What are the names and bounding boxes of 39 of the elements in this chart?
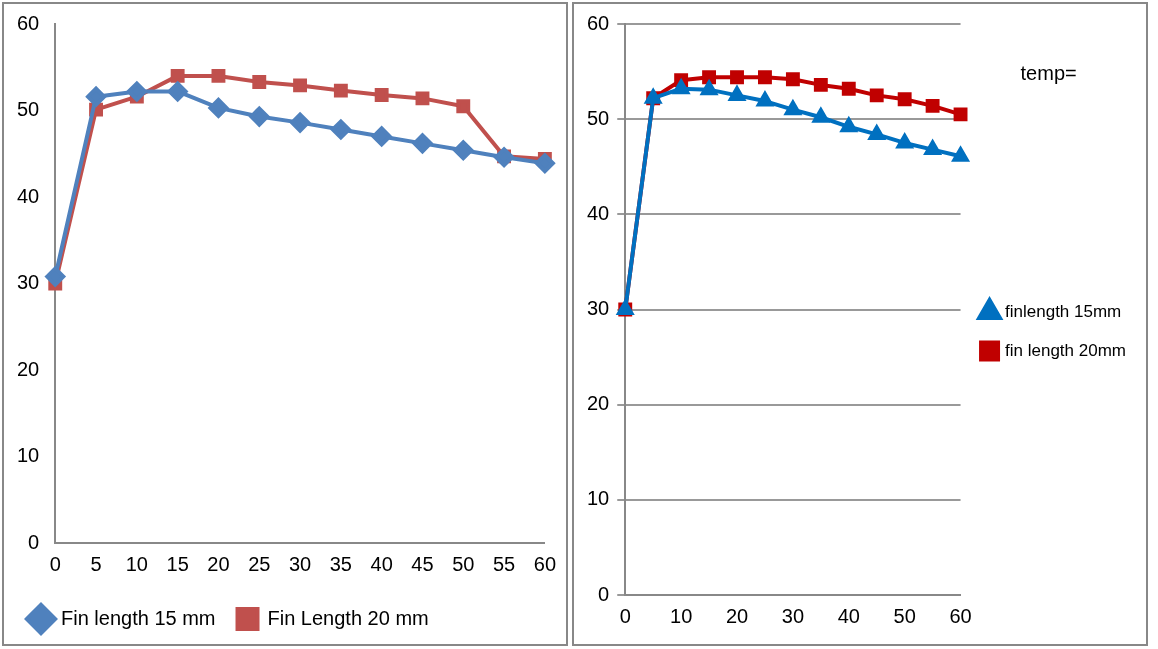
x-tick-label: 5 (90, 552, 102, 575)
y-tick-label: 0 (598, 582, 610, 605)
x-tick-label: 10 (670, 604, 693, 627)
x-tick-label: 45 (411, 552, 434, 575)
x-tick-label: 55 (492, 552, 516, 575)
text: temp= (1020, 61, 1077, 84)
x-tick-label: 30 (288, 552, 312, 575)
legend-label: Fin length 15 mm (61, 606, 216, 629)
y-tick-label: 10 (17, 444, 40, 467)
x-tick-label: 25 (248, 552, 271, 575)
x-tick-label: 40 (370, 552, 393, 575)
y-tick-label: 20 (17, 357, 40, 380)
legend-label: fin length 20mm (1005, 340, 1126, 360)
x-tick-label: 15 (166, 552, 189, 575)
legend-label: finlength 15mm (1005, 301, 1122, 321)
x-tick-label: 10 (125, 552, 148, 575)
x-tick-label: 20 (207, 552, 230, 575)
y-tick-label: 30 (17, 271, 40, 294)
x-tick-label: 30 (781, 604, 805, 627)
y-tick-label: 50 (17, 98, 40, 121)
x-tick-label: 35 (329, 552, 352, 575)
y-tick-label: 30 (587, 297, 610, 320)
x-tick-label: 20 (725, 604, 749, 627)
y-tick-label: 0 (28, 530, 40, 553)
x-tick-label: 40 (837, 604, 860, 627)
x-tick-label: 50 (452, 552, 475, 575)
y-tick-label: 60 (17, 11, 40, 34)
x-tick-label: 0 (49, 552, 61, 575)
y-tick-label: 60 (587, 11, 610, 34)
x-tick-label: 60 (949, 604, 972, 627)
y-tick-label: 20 (587, 392, 610, 415)
x-tick-label: 60 (533, 552, 556, 575)
y-tick-label: 50 (587, 106, 610, 129)
x-tick-label: 0 (619, 604, 631, 627)
y-tick-label: 10 (587, 487, 610, 510)
legend-label: Fin Length 20 mm (267, 606, 429, 629)
x-tick-label: 50 (893, 604, 916, 627)
y-tick-label: 40 (587, 201, 610, 224)
y-tick-label: 40 (17, 184, 40, 207)
